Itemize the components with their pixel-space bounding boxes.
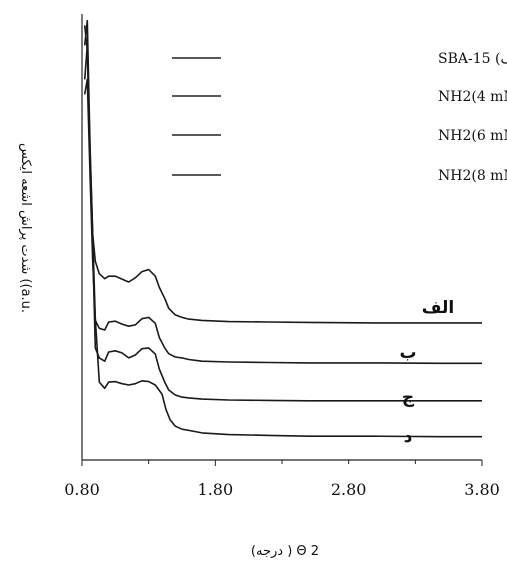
legend-label-1: (الف) SBA-15 [438,51,507,67]
curve-label-2: ب [399,343,416,363]
series-line-3 [83,44,482,402]
curve-labels: الف ب جد [399,298,454,447]
x-tick-label: 2.80 [331,480,367,499]
legend: (الف) SBA-15 (ب) NH2(4 mM)-SBA-15 (ج) NH2(… [172,51,507,184]
series-line-4 [83,25,482,438]
x-tick-label: 3.80 [464,480,500,499]
series-line-1 [83,19,482,324]
x-tick-label: 1.80 [198,480,234,499]
series-group [83,19,482,438]
legend-label-4: (د) NH2(8 mM)-SBA-15 [438,168,507,184]
legend-label-3: (ج) NH2(6 mM)-SBA-15 [438,128,507,144]
x-axis-title: 2 Θ ( درجه) [251,544,319,559]
curve-label-3: ج [402,388,415,408]
y-axis-title: شدت پراش اشعه ایکس ((a.u. [18,143,33,313]
x-tick-label: 0.80 [64,480,100,499]
curve-label-4: د [404,427,413,447]
axes: 0.80 1.80 2.80 3.80 [64,14,500,499]
series-line-2 [83,78,482,365]
curve-label-1: الف [422,298,454,318]
legend-label-2: (ب) NH2(4 mM)-SBA-15 [438,89,507,105]
